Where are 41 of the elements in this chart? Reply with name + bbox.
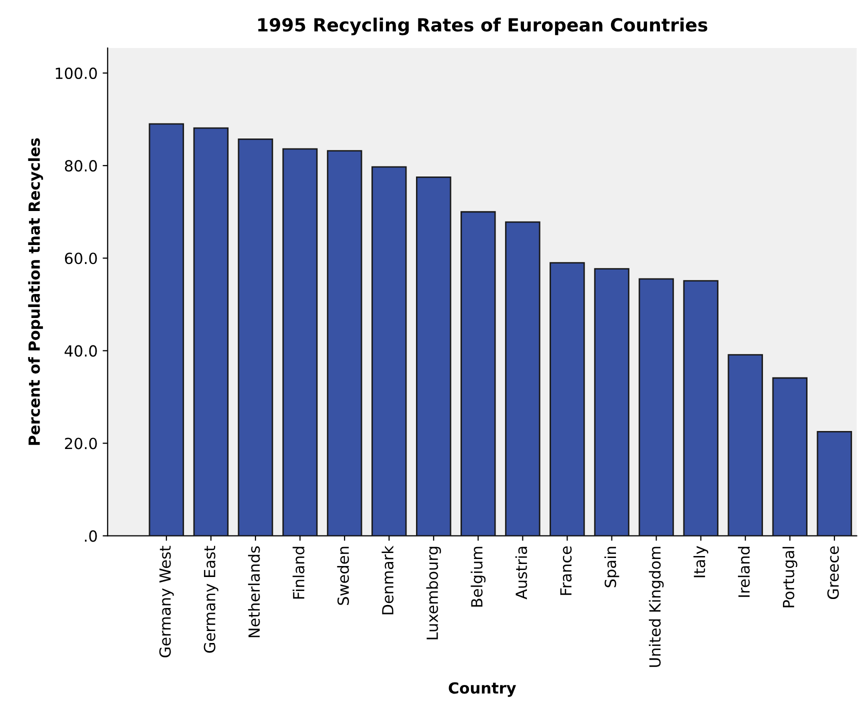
chart-title: 1995 Recycling Rates of European Countries [258, 18, 708, 36]
x-tick-label: Sweden [337, 546, 349, 605]
y-tick-label: 60.0 [64, 252, 97, 264]
x-tick-label: Netherlands [248, 546, 260, 638]
x-tick-label: Germany West [159, 546, 174, 658]
bar [460, 211, 496, 536]
x-tick-label: Austria [515, 546, 528, 600]
bar [638, 278, 674, 536]
bar [772, 377, 808, 536]
x-tick-label: Greece [827, 546, 839, 600]
y-tick-label: 20.0 [65, 438, 97, 450]
bar [148, 123, 184, 536]
x-tick-label: Finland [292, 546, 304, 599]
x-tick-label: France [560, 546, 572, 595]
x-tick-label: Italy [693, 546, 708, 578]
bar [505, 221, 540, 536]
bar [193, 127, 229, 536]
y-axis-title: Percent of Population that Recycles [28, 138, 44, 445]
y-tick-label: 100.0 [56, 68, 97, 80]
bar [282, 148, 318, 536]
bar [816, 430, 852, 536]
x-tick-label: Germany East [204, 546, 218, 653]
x-tick-label: United Kingdom [648, 546, 664, 667]
bar [326, 150, 362, 536]
bar [550, 262, 585, 536]
x-axis-title: Country [448, 682, 516, 697]
x-tick-label: Ireland [738, 546, 750, 597]
bar [728, 354, 763, 536]
x-tick-label: Luxembourg [426, 546, 442, 640]
y-tick-label: 80.0 [64, 160, 97, 172]
y-tick-label: .0 [84, 530, 97, 542]
x-tick-label: Spain [604, 546, 620, 588]
bar [416, 176, 452, 536]
bar [238, 138, 274, 536]
y-tick-label: 40.0 [64, 345, 97, 357]
bar [594, 268, 630, 536]
x-tick-label: Portugal [782, 546, 798, 608]
bar [371, 166, 407, 536]
x-tick-label: Belgium [470, 546, 486, 607]
x-tick-label: Denmark [382, 546, 394, 614]
bar [683, 280, 718, 536]
